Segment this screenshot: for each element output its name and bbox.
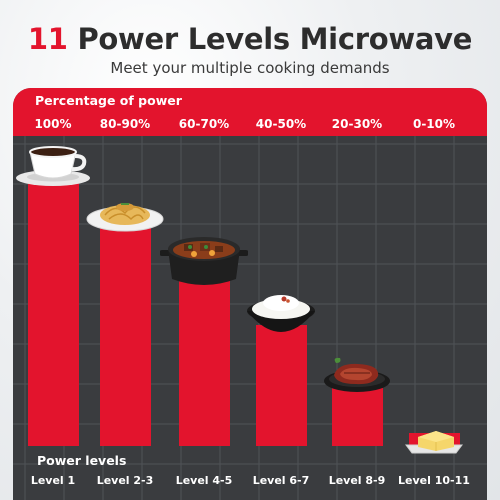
bar [255, 324, 307, 446]
steak-plate-icon [322, 355, 392, 399]
chart-panel: Percentage of power Power levels 100% Lev… [13, 88, 487, 500]
butter-dish-icon [404, 423, 464, 461]
value-label: 60-70% [178, 117, 230, 131]
y-axis-label: Percentage of power [35, 93, 182, 108]
tick-label: Level 2-3 [96, 474, 154, 487]
value-label: 40-50% [255, 117, 307, 131]
title-number: 11 [27, 22, 68, 56]
bar [99, 216, 151, 446]
tick-label: Level 1 [30, 474, 76, 487]
tick-label: Level 10-11 [398, 474, 470, 487]
page-subtitle: Meet your multiple cooking demands [110, 59, 390, 77]
rice-bowl-icon [244, 291, 318, 345]
tick-label: Level 8-9 [328, 474, 386, 487]
coffee-cup-icon [14, 142, 92, 192]
stew-pot-icon [159, 231, 249, 295]
value-label: 80-90% [99, 117, 151, 131]
pasta-plate-icon [85, 195, 165, 237]
x-axis-label: Power levels [37, 453, 127, 468]
bar [178, 270, 230, 446]
value-label: 0-10% [412, 117, 456, 131]
value-label: 100% [34, 117, 72, 131]
value-label: 20-30% [331, 117, 383, 131]
chart-header: Percentage of power [13, 88, 487, 136]
chart-grid [13, 136, 487, 500]
bar [27, 176, 79, 446]
tick-label: Level 6-7 [252, 474, 310, 487]
tick-label: Level 4-5 [175, 474, 233, 487]
page-title: 11 Power Levels Microwave [0, 22, 500, 56]
title-text: Power Levels Microwave [77, 22, 473, 56]
